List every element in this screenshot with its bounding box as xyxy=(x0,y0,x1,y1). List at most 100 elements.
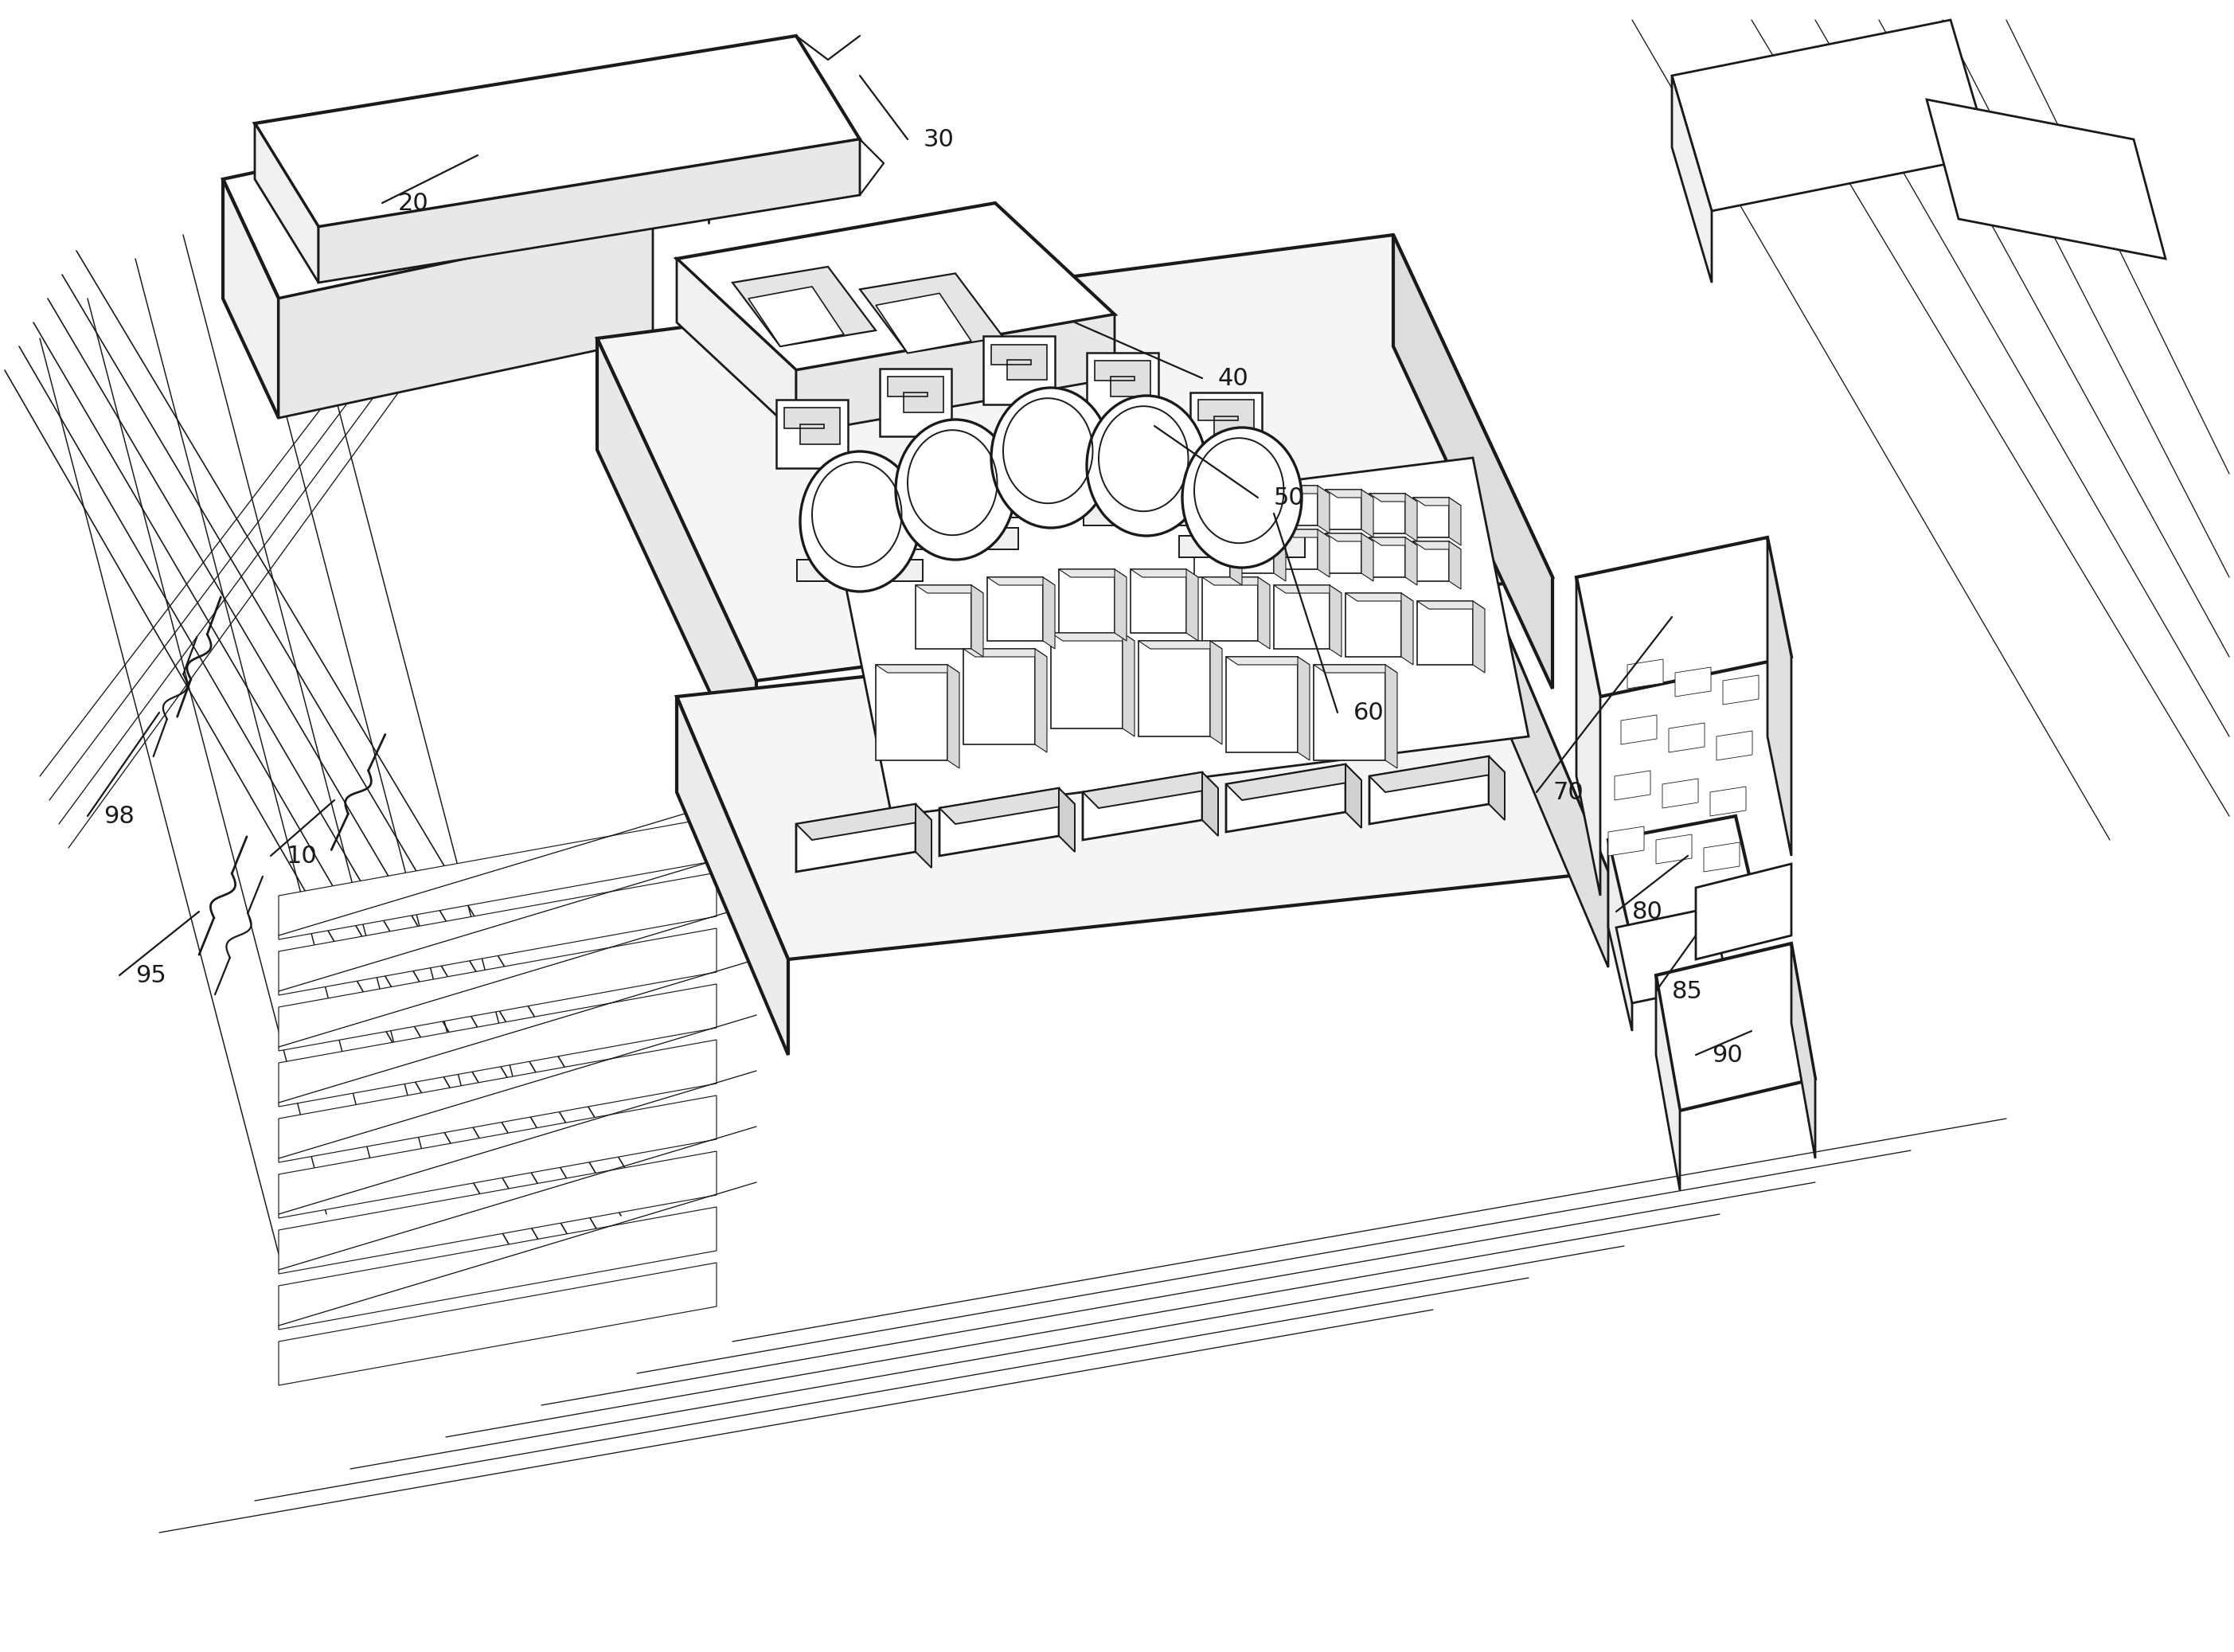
Polygon shape xyxy=(1405,537,1416,585)
Polygon shape xyxy=(1034,649,1048,752)
Text: 98: 98 xyxy=(103,805,134,828)
Polygon shape xyxy=(836,458,1528,816)
Polygon shape xyxy=(279,220,652,418)
Polygon shape xyxy=(677,259,795,434)
Polygon shape xyxy=(1258,577,1269,649)
Polygon shape xyxy=(876,664,958,672)
Ellipse shape xyxy=(1086,396,1206,535)
Polygon shape xyxy=(1345,765,1361,828)
Polygon shape xyxy=(1083,771,1202,839)
Polygon shape xyxy=(279,1151,717,1274)
Text: 85: 85 xyxy=(1671,980,1702,1003)
Polygon shape xyxy=(1325,534,1374,542)
Polygon shape xyxy=(1488,757,1506,819)
Polygon shape xyxy=(941,788,1075,824)
Polygon shape xyxy=(1180,537,1305,557)
Polygon shape xyxy=(1671,76,1711,282)
Polygon shape xyxy=(1282,486,1329,494)
Polygon shape xyxy=(1626,659,1662,689)
Polygon shape xyxy=(677,203,1115,370)
Polygon shape xyxy=(1226,765,1361,800)
Text: 95: 95 xyxy=(136,963,165,986)
Polygon shape xyxy=(1369,494,1405,534)
Polygon shape xyxy=(1414,497,1461,506)
Polygon shape xyxy=(279,816,717,940)
Polygon shape xyxy=(860,273,1003,354)
Polygon shape xyxy=(1273,585,1340,593)
Ellipse shape xyxy=(896,420,1014,560)
Polygon shape xyxy=(1238,534,1287,542)
Polygon shape xyxy=(1416,601,1486,610)
Polygon shape xyxy=(1298,657,1309,760)
Polygon shape xyxy=(1191,392,1262,459)
Polygon shape xyxy=(279,1208,717,1330)
Polygon shape xyxy=(1059,570,1115,633)
Polygon shape xyxy=(775,400,849,468)
Polygon shape xyxy=(947,664,958,768)
Polygon shape xyxy=(1238,534,1273,573)
Polygon shape xyxy=(1767,537,1792,856)
Polygon shape xyxy=(1369,537,1416,545)
Polygon shape xyxy=(1361,489,1374,537)
Polygon shape xyxy=(748,286,844,347)
Polygon shape xyxy=(1662,778,1698,808)
Polygon shape xyxy=(1115,570,1126,641)
Polygon shape xyxy=(1139,641,1211,737)
Polygon shape xyxy=(1622,715,1658,745)
Polygon shape xyxy=(1450,497,1461,545)
Polygon shape xyxy=(255,124,319,282)
Polygon shape xyxy=(1195,537,1242,545)
Polygon shape xyxy=(1416,601,1472,664)
Polygon shape xyxy=(1676,667,1711,697)
Text: 90: 90 xyxy=(1711,1044,1743,1067)
Polygon shape xyxy=(972,585,983,657)
Polygon shape xyxy=(1669,724,1705,752)
Polygon shape xyxy=(784,408,840,444)
Polygon shape xyxy=(677,697,789,1056)
Polygon shape xyxy=(1716,730,1751,760)
Polygon shape xyxy=(1226,657,1298,752)
Polygon shape xyxy=(1414,542,1461,550)
Polygon shape xyxy=(596,235,1553,681)
Polygon shape xyxy=(1059,788,1075,852)
Polygon shape xyxy=(1095,360,1151,396)
Polygon shape xyxy=(887,377,943,411)
Polygon shape xyxy=(1211,641,1222,745)
Polygon shape xyxy=(1325,534,1361,573)
Polygon shape xyxy=(1273,534,1287,582)
Polygon shape xyxy=(1329,585,1340,657)
Polygon shape xyxy=(1608,816,1760,943)
Polygon shape xyxy=(795,314,1115,434)
Polygon shape xyxy=(1450,542,1461,590)
Polygon shape xyxy=(1231,537,1242,585)
Polygon shape xyxy=(1722,676,1758,705)
Polygon shape xyxy=(876,294,972,354)
Polygon shape xyxy=(1086,352,1159,420)
Polygon shape xyxy=(1385,664,1396,768)
Polygon shape xyxy=(677,610,1608,960)
Polygon shape xyxy=(1050,633,1135,641)
Ellipse shape xyxy=(800,451,920,591)
Polygon shape xyxy=(1711,786,1747,816)
Polygon shape xyxy=(1195,494,1242,502)
Polygon shape xyxy=(1195,537,1231,577)
Polygon shape xyxy=(1314,664,1385,760)
Text: 30: 30 xyxy=(923,127,954,150)
Polygon shape xyxy=(1705,843,1740,872)
Polygon shape xyxy=(1226,657,1309,664)
Polygon shape xyxy=(223,99,652,299)
Polygon shape xyxy=(916,585,972,649)
Polygon shape xyxy=(1345,593,1401,657)
Polygon shape xyxy=(1130,570,1186,633)
Polygon shape xyxy=(1414,542,1450,582)
Polygon shape xyxy=(1121,633,1135,737)
Polygon shape xyxy=(987,577,1043,641)
Polygon shape xyxy=(1314,664,1396,672)
Polygon shape xyxy=(916,805,932,867)
Text: 70: 70 xyxy=(1553,781,1584,805)
Polygon shape xyxy=(1369,494,1416,502)
Polygon shape xyxy=(876,664,947,760)
Polygon shape xyxy=(255,36,860,226)
Polygon shape xyxy=(1497,610,1608,968)
Polygon shape xyxy=(1231,494,1242,542)
